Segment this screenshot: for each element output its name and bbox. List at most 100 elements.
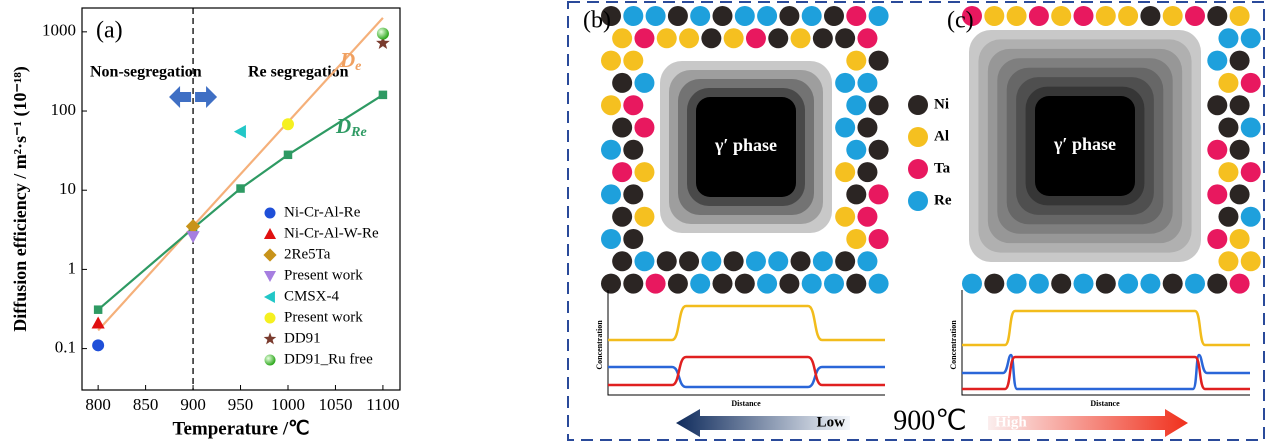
legend-atom [908,127,928,147]
atom [634,28,655,49]
legend-label: Ni-Cr-Al-W-Re [284,225,379,241]
arrow-high [988,409,1188,437]
line-point [283,150,293,160]
line-label-subscript: Re [350,125,367,140]
atom [801,273,822,294]
atom [1207,273,1228,294]
atom [846,184,867,205]
atom [623,229,644,249]
data-point [91,316,105,329]
data-point [185,219,201,234]
atom [1051,6,1072,26]
legend-marker [263,248,277,262]
atom [634,162,655,183]
atom [1218,162,1239,183]
y-tick-label: 0.1 [55,338,76,357]
atom [601,184,621,205]
atom [701,28,722,49]
atom [712,6,733,26]
atom [690,6,711,26]
atom [790,251,811,272]
annotation: Re segregation [248,64,349,81]
y-tick-label: 1 [68,258,77,277]
atom [690,273,711,294]
phase-label: γ′ phase [1053,134,1116,154]
profile-b [607,290,885,396]
y-tick-label: 1000 [42,21,76,40]
atom [857,251,878,272]
data-point [233,124,246,139]
atom [601,229,621,249]
y-tick-label: 100 [51,100,77,119]
atom [679,251,700,272]
atom [1207,229,1228,249]
atom [1207,6,1228,26]
x-tick-label: 800 [85,395,111,414]
atom [1218,28,1239,49]
atom [835,206,856,227]
atom [1229,273,1250,294]
atom [1229,50,1250,71]
atom [1218,206,1239,227]
atom [1028,6,1049,26]
legend-label: Present work [284,309,363,325]
legend-label: Present work [284,267,363,283]
annotation: Non-segregation [90,64,202,81]
atom [1218,72,1239,93]
atom [601,50,621,71]
atom [623,6,644,26]
legend-marker [263,271,277,283]
atom [824,6,844,26]
atom [857,162,878,183]
atom [1051,273,1072,294]
x-tick-label: 1000 [271,395,305,414]
profile-x-label: Distance [731,399,761,408]
line-point [236,184,245,193]
atom [857,28,878,49]
atom [846,229,867,249]
atom [790,28,811,49]
atom [1229,229,1250,249]
atom [1240,206,1261,227]
legend-atom-label: Ni [934,96,949,112]
atom [623,139,644,160]
legend-marker [263,227,277,239]
atom [1229,139,1250,160]
atom [1006,273,1027,294]
atom [1207,139,1228,160]
legend-atom [908,95,928,115]
atom [824,273,844,294]
atom [712,273,733,294]
data-point [376,35,390,49]
atom [779,273,800,294]
profile-x-label: Distance [1090,399,1120,408]
data-point [376,27,389,40]
precipitate-core [1035,96,1135,196]
legend-label: Ni-Cr-Al-Re [284,204,361,220]
atom [612,72,633,93]
atom [846,95,867,116]
atom [623,273,644,294]
atom [835,117,856,138]
atom [1207,50,1228,71]
legend-atom-label: Re [934,192,952,208]
x-tick-label: 850 [133,395,159,414]
atom [1095,6,1116,26]
atom [1240,251,1261,272]
atom [812,28,833,49]
atom [857,117,878,138]
atom [1185,6,1205,26]
atom [984,273,1005,294]
atom [857,72,878,93]
atom [868,229,889,249]
y-tick-label: 10 [59,179,76,198]
profile-y-label: Concentration [595,320,604,370]
data-point [186,231,200,244]
atom [1229,6,1250,26]
atom [723,28,744,49]
atom [734,273,755,294]
atom [1207,184,1228,205]
diagram: γ′ phase (b) Concentration Distance γ′ phase… [583,6,1261,408]
